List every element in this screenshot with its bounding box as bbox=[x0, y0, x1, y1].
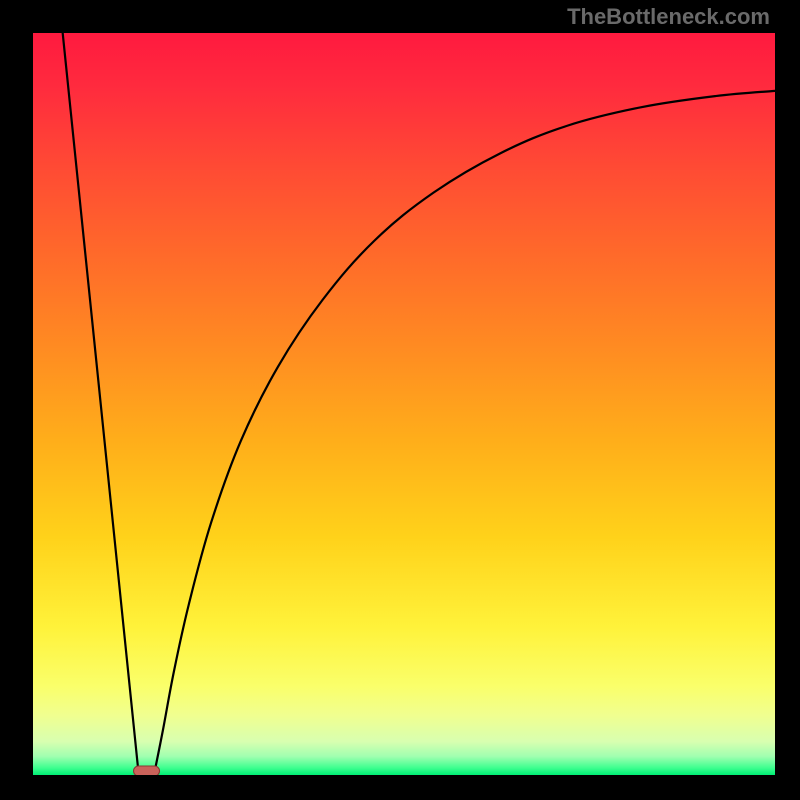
chart-background bbox=[33, 33, 775, 775]
watermark-text: TheBottleneck.com bbox=[567, 4, 770, 30]
bottleneck-chart bbox=[33, 33, 775, 775]
chart-container: TheBottleneck.com bbox=[0, 0, 800, 800]
optimal-marker bbox=[134, 766, 160, 775]
